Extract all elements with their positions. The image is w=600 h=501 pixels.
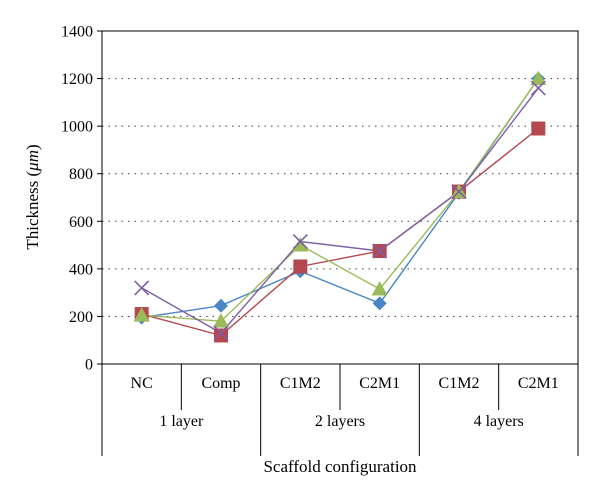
- data-point-square: [531, 121, 546, 136]
- data-point-square: [293, 259, 308, 274]
- y-tick-label: 600: [69, 214, 93, 231]
- series-square-line: [141, 127, 539, 337]
- x-group-label: 1 layer: [159, 413, 204, 430]
- data-point-diamond: [214, 298, 228, 313]
- y-tick-label: 1400: [61, 24, 93, 41]
- x-group-label: 2 layers: [315, 413, 365, 430]
- series-markers: [133, 70, 547, 343]
- series-diamond-line: [141, 78, 539, 319]
- data-point-x: [134, 280, 150, 296]
- data-point-diamond: [372, 296, 387, 311]
- x-category-label: NC: [131, 375, 153, 392]
- x-category-label: C1M2: [280, 375, 321, 392]
- y-tick-label: 0: [85, 357, 93, 374]
- x-category-label: C1M2: [439, 375, 480, 392]
- x-category-label: C2M1: [359, 375, 400, 392]
- data-point-square: [214, 328, 228, 343]
- data-point-x: [451, 183, 467, 200]
- data-point-x: [372, 243, 388, 259]
- data-point-triangle: [292, 237, 309, 252]
- plot-frame: [101, 30, 579, 365]
- y-tick-label: 1000: [61, 119, 93, 136]
- y-tick-label: 800: [69, 166, 93, 183]
- y-tick-label: 1200: [61, 71, 93, 88]
- data-point-triangle: [530, 70, 547, 85]
- data-point-triangle: [133, 307, 150, 322]
- data-point-x: [213, 325, 229, 341]
- data-point-triangle: [213, 313, 229, 328]
- x-axis-title: Scaffold configuration: [263, 457, 417, 476]
- data-point-x: [530, 80, 546, 96]
- gridlines: [102, 78, 578, 317]
- series-triangle-line: [141, 78, 539, 322]
- y-axis-ticks: 0 200 400 600 800 1000 1200 1400: [61, 24, 102, 374]
- series-x-line: [141, 87, 539, 334]
- y-tick-label: 200: [69, 309, 93, 326]
- y-axis-title: Thickness (μm): [23, 144, 42, 249]
- y-tick-label: 400: [69, 261, 93, 278]
- x-category-label: Comp: [201, 375, 240, 392]
- series-lines: [141, 78, 539, 337]
- x-group-label: 4 layers: [474, 413, 524, 430]
- x-category-label: C2M1: [518, 375, 559, 392]
- data-point-x: [292, 233, 308, 250]
- data-point-triangle: [371, 281, 388, 296]
- x-axis-categories: NC Comp C1M2 C2M1 C1M2 C2M1 1 layer 2 layers 4 l…: [101, 364, 579, 456]
